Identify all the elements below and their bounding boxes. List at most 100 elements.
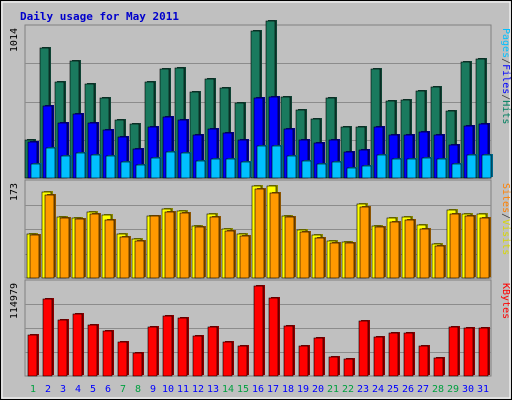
legend-item-hits-4: Hits [500,100,511,124]
bar-hits-2-22 [361,165,372,179]
bar-hits-2-18 [301,160,312,179]
bar-hits-2-28 [451,163,462,179]
x-axis-labels: 1 2 3 4 5 6 7 8 9 10 11 12 13 14 15 16 17 18 19 20 21 22 23 24 2… [30,384,489,395]
bar-kbytes-0-18 [298,345,309,377]
legend-item-visits-0: Sites [500,183,511,213]
bar-hits-2-8 [150,157,161,179]
bar-hits-2-21 [346,167,357,179]
bar-visits-1-9 [164,211,175,279]
panel-kbytes: 114979 KBytes [9,279,511,377]
bar-visits-1-12 [209,216,220,279]
bar-kbytes-0-10 [177,317,188,377]
bar-visits-1-3 [74,218,85,279]
x-tick-16: 16 [252,384,264,395]
bar-hits-2-4 [90,154,101,179]
bar-kbytes-0-6 [117,341,128,377]
bar-kbytes-0-0 [27,334,38,377]
ymax-label-hits: 1014 [9,28,20,52]
bar-visits-1-14 [239,235,250,279]
bar-kbytes-0-12 [207,326,218,377]
x-tick-7: 7 [120,384,126,395]
bar-visits-1-30 [479,217,490,279]
panel-visits: 173 Sites/Visits [9,179,511,279]
bar-visits-1-2 [59,217,70,279]
x-tick-6: 6 [105,384,111,395]
bar-hits-2-16 [271,145,282,179]
bar-kbytes-0-30 [478,327,489,377]
bar-kbytes-0-23 [373,336,384,377]
legend-visits: Sites/Visits [500,183,511,255]
x-tick-12: 12 [192,384,204,395]
legend-item-visits-1: / [500,213,511,219]
bar-visits-1-15 [254,188,265,279]
bar-visits-1-10 [179,212,190,279]
x-tick-14: 14 [222,384,234,395]
x-tick-27: 27 [417,384,429,395]
series-hits-2 [30,145,493,179]
bar-hits-2-30 [481,154,492,179]
x-tick-10: 10 [162,384,174,395]
bar-kbytes-0-1 [42,298,53,377]
x-tick-26: 26 [402,384,414,395]
bar-kbytes-0-3 [72,313,83,377]
chart-title: Daily usage for May 2011 [20,10,179,23]
bar-visits-1-23 [374,226,385,279]
x-tick-13: 13 [207,384,219,395]
legend-kbytes: KBytes [500,283,511,319]
x-tick-29: 29 [447,384,459,395]
bar-hits-2-26 [421,157,432,179]
bar-kbytes-0-11 [192,335,203,377]
bar-kbytes-0-14 [237,345,248,377]
bar-kbytes-0-16 [268,297,279,377]
x-tick-24: 24 [372,384,384,395]
x-tick-31: 31 [477,384,489,395]
bar-hits-2-12 [210,158,221,179]
bar-visits-1-20 [329,242,340,279]
bar-kbytes-0-7 [132,352,143,377]
bar-visits-1-17 [284,216,295,279]
bar-hits-2-24 [391,158,402,179]
x-tick-8: 8 [135,384,141,395]
legend-item-hits-1: / [500,58,511,64]
x-tick-1: 1 [30,384,36,395]
bar-hits-2-17 [286,155,297,179]
bar-hits-2-2 [60,155,71,179]
x-tick-17: 17 [267,384,279,395]
x-tick-5: 5 [90,384,96,395]
bar-visits-1-0 [29,234,40,279]
x-tick-28: 28 [432,384,444,395]
x-tick-9: 9 [150,384,156,395]
bar-hits-2-20 [331,161,342,179]
bar-hits-2-3 [75,152,86,179]
bar-visits-1-13 [224,230,235,279]
bar-visits-1-8 [149,215,160,279]
bar-visits-1-19 [314,237,325,279]
bar-kbytes-0-8 [147,326,158,377]
legend-item-hits-2: Files [500,64,511,94]
bar-hits-2-9 [165,151,176,179]
bar-kbytes-0-29 [463,327,474,377]
ymax-label-kbytes: 114979 [9,283,20,319]
bar-visits-1-18 [299,231,310,279]
bar-kbytes-0-13 [222,341,233,377]
bar-kbytes-0-2 [57,319,68,377]
bar-visits-1-27 [434,245,445,279]
bar-hits-2-14 [240,161,251,179]
bar-kbytes-0-24 [388,332,399,377]
x-tick-22: 22 [342,384,354,395]
x-tick-25: 25 [387,384,399,395]
bar-kbytes-0-21 [343,358,354,377]
bar-hits-2-7 [135,164,146,179]
x-tick-21: 21 [327,384,339,395]
ymax-label-visits: 173 [9,183,20,201]
bar-visits-1-26 [419,228,430,279]
bar-hits-2-6 [120,161,131,179]
x-tick-2: 2 [45,384,51,395]
bar-visits-1-29 [464,215,475,279]
bar-hits-2-13 [225,158,236,179]
legend-item-hits-3: / [500,94,511,100]
bar-hits-2-19 [316,163,327,179]
bar-hits-2-10 [180,152,191,179]
